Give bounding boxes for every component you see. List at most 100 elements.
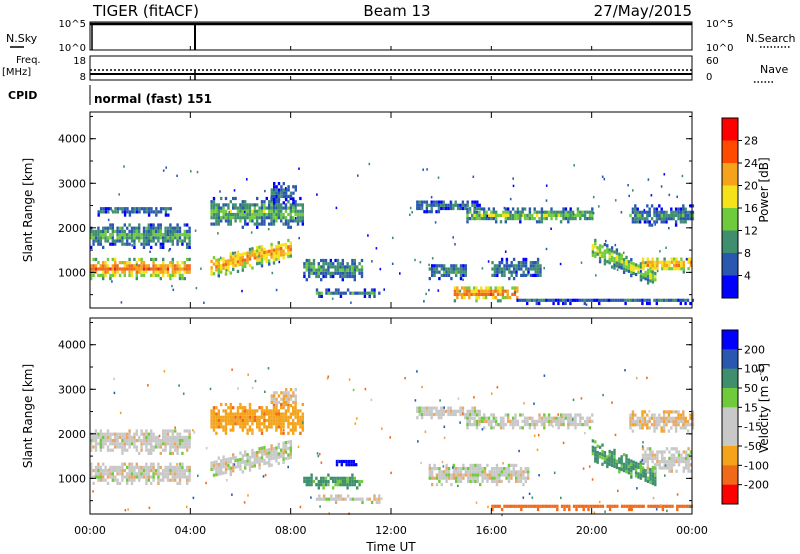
heatmap-cell	[135, 445, 138, 449]
heatmap-cell	[140, 273, 143, 277]
heatmap-cell	[495, 210, 498, 214]
heatmap-cell	[109, 277, 112, 281]
heatmap-cell	[651, 270, 654, 274]
heatmap-cell	[475, 292, 478, 296]
heatmap-cell	[284, 441, 288, 445]
heatmap-cell	[234, 422, 237, 426]
heatmap-cell	[511, 416, 515, 420]
heatmap-cell	[275, 191, 278, 195]
heatmap-cell	[648, 220, 651, 224]
heatmap-cell	[345, 459, 348, 464]
heatmap-cell	[150, 257, 153, 261]
heatmap-cell	[613, 461, 616, 465]
heatmap-speck	[520, 214, 523, 217]
heatmap-cell	[322, 262, 325, 266]
heatmap-cell	[569, 213, 572, 217]
heatmap-cell	[360, 258, 364, 263]
heatmap-cell	[329, 274, 332, 279]
heatmap-cell	[154, 257, 158, 261]
nsky-panel: N.Sky 10^5 10^0 10^5 10^0 N.Search	[6, 19, 796, 54]
heatmap-cell	[658, 460, 661, 464]
heatmap-cell	[580, 504, 583, 508]
heatmap-cell	[431, 467, 434, 471]
heatmap-cell	[176, 465, 179, 469]
heatmap-cell	[183, 264, 186, 268]
heatmap-cell	[289, 194, 293, 198]
heatmap-cell	[567, 419, 570, 423]
heatmap-cell	[296, 216, 300, 220]
heatmap-speck	[431, 257, 434, 260]
heatmap-cell	[430, 203, 433, 207]
heatmap-cell	[516, 217, 520, 221]
heatmap-cell	[294, 206, 297, 210]
heatmap-cell	[653, 210, 656, 214]
heatmap-cell	[564, 217, 568, 221]
heatmap-cell	[512, 270, 516, 274]
heatmap-cell	[648, 298, 651, 302]
heatmap-speck	[165, 166, 167, 169]
heatmap-cell	[478, 419, 481, 423]
heatmap-cell	[121, 239, 124, 243]
heatmap-cell	[670, 447, 673, 451]
heatmap-cell	[686, 210, 690, 214]
heatmap-cell	[662, 217, 666, 221]
heatmap-speck	[640, 270, 642, 273]
heatmap-cell	[687, 469, 690, 473]
heatmap-cell	[663, 466, 666, 470]
heatmap-cell	[176, 261, 179, 265]
heatmap-speck	[481, 428, 484, 431]
heatmap-cell	[505, 264, 509, 268]
heatmap-cell	[658, 260, 661, 264]
heatmap-cell	[622, 465, 626, 470]
heatmap-speck	[628, 194, 630, 198]
heatmap-cell	[461, 203, 465, 207]
heatmap-cell	[432, 203, 436, 207]
heatmap-cell	[594, 449, 597, 454]
heatmap-cell	[130, 236, 134, 240]
heatmap-cell	[239, 203, 242, 207]
heatmap-cell	[289, 219, 292, 223]
heatmap-cell	[312, 479, 316, 484]
heatmap-cell	[467, 467, 470, 471]
heatmap-cell	[665, 220, 668, 224]
heatmap-cell	[236, 257, 240, 261]
heatmap-cell	[244, 252, 247, 256]
heatmap-cell	[587, 504, 590, 508]
heatmap-cell	[140, 257, 143, 261]
heatmap-cell	[631, 210, 635, 214]
heatmap-cell	[475, 423, 479, 427]
heatmap-cell	[282, 415, 285, 419]
heatmap-cell	[547, 213, 551, 217]
heatmap-cell	[457, 270, 460, 274]
heatmap-cell	[646, 456, 649, 460]
heatmap-cell	[308, 271, 311, 275]
heatmap-cell	[452, 476, 455, 480]
heatmap-cell	[244, 216, 247, 220]
heatmap-cell	[471, 476, 475, 480]
heatmap-speck	[219, 256, 222, 259]
heatmap-cell	[494, 289, 497, 293]
heatmap-cell	[518, 298, 522, 302]
heatmap-speck	[614, 243, 617, 247]
heatmap-cell	[420, 200, 424, 204]
heatmap-cell	[503, 467, 506, 471]
heatmap-cell	[215, 431, 218, 435]
heatmap-cell	[361, 291, 364, 295]
heatmap-cell	[531, 423, 534, 427]
heatmap-cell	[509, 213, 512, 217]
heatmap-cell	[559, 419, 563, 423]
heatmap-cell	[147, 226, 150, 230]
heatmap-cell	[516, 296, 519, 300]
heatmap-cell	[639, 467, 643, 471]
heatmap-cell	[670, 257, 673, 261]
heatmap-cell	[653, 213, 656, 218]
heatmap-cell	[496, 273, 499, 277]
heatmap-cell	[569, 207, 572, 211]
heatmap-cell	[90, 469, 93, 473]
heatmap-cell	[454, 200, 457, 204]
heatmap-cell	[550, 213, 553, 217]
heatmap-cell	[133, 472, 136, 476]
heatmap-cell	[246, 206, 249, 210]
heatmap-cell	[244, 203, 247, 207]
heatmap-cell	[601, 462, 604, 466]
